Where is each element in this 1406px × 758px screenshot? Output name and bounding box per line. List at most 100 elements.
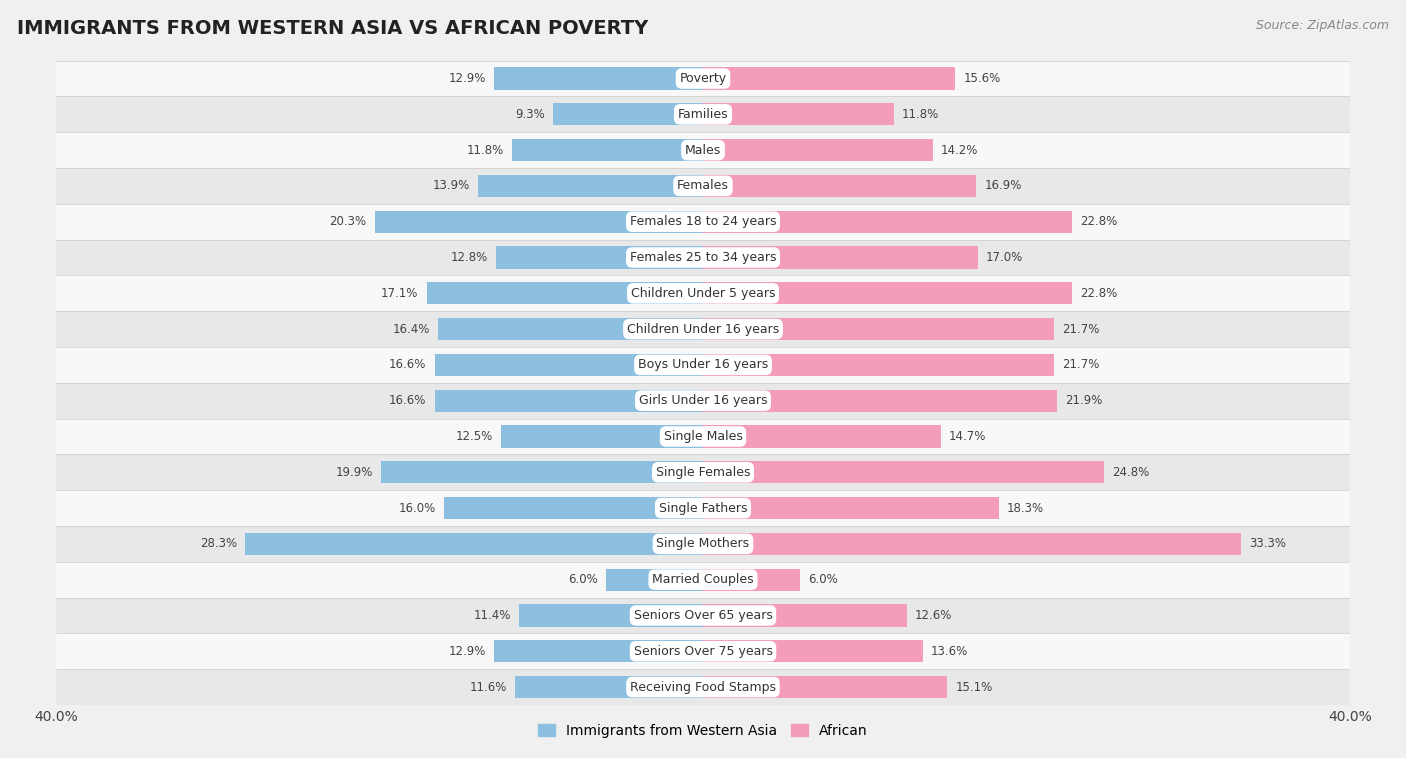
Bar	[703, 211, 1071, 233]
Text: 9.3%: 9.3%	[515, 108, 544, 121]
Bar	[703, 318, 1054, 340]
Bar	[56, 383, 1350, 418]
Bar	[703, 67, 955, 89]
Text: 13.9%: 13.9%	[433, 180, 470, 193]
Bar	[56, 132, 1350, 168]
Text: Families: Families	[678, 108, 728, 121]
Text: 16.6%: 16.6%	[389, 359, 426, 371]
Text: 22.8%: 22.8%	[1080, 215, 1116, 228]
Bar	[56, 669, 1350, 705]
Bar	[56, 275, 1350, 312]
Bar	[495, 641, 703, 662]
Text: 14.7%: 14.7%	[949, 430, 986, 443]
Bar	[56, 490, 1350, 526]
Text: 11.8%: 11.8%	[901, 108, 939, 121]
Text: Children Under 16 years: Children Under 16 years	[627, 323, 779, 336]
Text: 16.0%: 16.0%	[399, 502, 436, 515]
Bar	[56, 168, 1350, 204]
Text: 12.9%: 12.9%	[449, 72, 486, 85]
Bar	[519, 604, 703, 627]
Bar	[703, 461, 1104, 484]
Bar	[56, 204, 1350, 240]
Bar	[56, 562, 1350, 597]
Text: Poverty: Poverty	[679, 72, 727, 85]
Bar	[444, 497, 703, 519]
Text: 17.0%: 17.0%	[986, 251, 1024, 264]
Bar	[553, 103, 703, 125]
Bar	[703, 103, 894, 125]
Text: Single Fathers: Single Fathers	[659, 502, 747, 515]
Bar	[434, 390, 703, 412]
Text: Receiving Food Stamps: Receiving Food Stamps	[630, 681, 776, 694]
Text: 21.7%: 21.7%	[1062, 359, 1099, 371]
Bar	[703, 139, 932, 161]
Text: 12.8%: 12.8%	[451, 251, 488, 264]
Bar	[703, 568, 800, 590]
Text: Married Couples: Married Couples	[652, 573, 754, 586]
Text: Single Males: Single Males	[664, 430, 742, 443]
Text: Single Females: Single Females	[655, 465, 751, 479]
Text: Males: Males	[685, 143, 721, 157]
Bar	[703, 175, 976, 197]
Text: 16.6%: 16.6%	[389, 394, 426, 407]
Text: 14.2%: 14.2%	[941, 143, 979, 157]
Bar	[56, 634, 1350, 669]
Bar	[56, 61, 1350, 96]
Bar	[703, 533, 1241, 555]
Bar	[246, 533, 703, 555]
Text: 20.3%: 20.3%	[329, 215, 367, 228]
Text: Single Mothers: Single Mothers	[657, 537, 749, 550]
Text: 12.6%: 12.6%	[915, 609, 952, 622]
Bar	[703, 641, 922, 662]
Bar	[512, 139, 703, 161]
Bar	[703, 676, 948, 698]
Text: Boys Under 16 years: Boys Under 16 years	[638, 359, 768, 371]
Bar	[56, 418, 1350, 454]
Text: 6.0%: 6.0%	[568, 573, 598, 586]
Bar	[56, 240, 1350, 275]
Text: 18.3%: 18.3%	[1007, 502, 1045, 515]
Text: 13.6%: 13.6%	[931, 645, 969, 658]
Bar	[478, 175, 703, 197]
Text: 22.8%: 22.8%	[1080, 287, 1116, 300]
Text: 24.8%: 24.8%	[1112, 465, 1149, 479]
Bar	[703, 282, 1071, 305]
Text: Children Under 5 years: Children Under 5 years	[631, 287, 775, 300]
Text: Source: ZipAtlas.com: Source: ZipAtlas.com	[1256, 19, 1389, 32]
Bar	[434, 354, 703, 376]
Text: 17.1%: 17.1%	[381, 287, 419, 300]
Text: 16.4%: 16.4%	[392, 323, 430, 336]
Text: 11.8%: 11.8%	[467, 143, 505, 157]
Bar	[56, 597, 1350, 634]
Text: 19.9%: 19.9%	[336, 465, 373, 479]
Bar	[606, 568, 703, 590]
Text: 28.3%: 28.3%	[200, 537, 238, 550]
Text: Females: Females	[678, 180, 728, 193]
Legend: Immigrants from Western Asia, African: Immigrants from Western Asia, African	[533, 718, 873, 743]
Text: Females 25 to 34 years: Females 25 to 34 years	[630, 251, 776, 264]
Bar	[381, 461, 703, 484]
Bar	[375, 211, 703, 233]
Text: 15.1%: 15.1%	[955, 681, 993, 694]
Text: 11.6%: 11.6%	[470, 681, 508, 694]
Text: Females 18 to 24 years: Females 18 to 24 years	[630, 215, 776, 228]
Text: 6.0%: 6.0%	[808, 573, 838, 586]
Bar	[495, 67, 703, 89]
Bar	[56, 312, 1350, 347]
Text: 11.4%: 11.4%	[474, 609, 510, 622]
Text: 33.3%: 33.3%	[1250, 537, 1286, 550]
Bar	[56, 454, 1350, 490]
Bar	[703, 390, 1057, 412]
Bar	[516, 676, 703, 698]
Text: 12.5%: 12.5%	[456, 430, 494, 443]
Text: 15.6%: 15.6%	[963, 72, 1001, 85]
Text: IMMIGRANTS FROM WESTERN ASIA VS AFRICAN POVERTY: IMMIGRANTS FROM WESTERN ASIA VS AFRICAN …	[17, 19, 648, 38]
Text: Seniors Over 65 years: Seniors Over 65 years	[634, 609, 772, 622]
Text: 21.7%: 21.7%	[1062, 323, 1099, 336]
Text: 12.9%: 12.9%	[449, 645, 486, 658]
Text: Seniors Over 75 years: Seniors Over 75 years	[634, 645, 772, 658]
Text: 21.9%: 21.9%	[1066, 394, 1102, 407]
Text: 16.9%: 16.9%	[984, 180, 1022, 193]
Bar	[496, 246, 703, 268]
Bar	[703, 497, 998, 519]
